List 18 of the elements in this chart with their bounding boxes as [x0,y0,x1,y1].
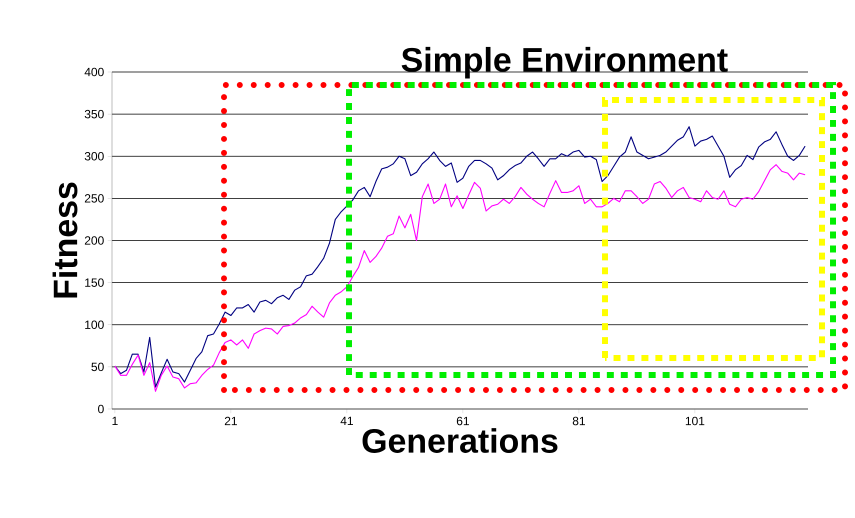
y-tick-label: 300 [84,152,104,160]
y-tick-label: 350 [84,110,104,118]
y-tick-label: 400 [84,68,104,76]
y-tick-label: 200 [84,236,104,245]
y-tick-label: 50 [91,362,104,372]
y-tick-label: 0 [98,404,104,414]
x-tick-label: 101 [686,416,704,426]
x-tick-label: 21 [224,416,237,426]
y-tick-label: 250 [84,194,104,203]
x-tick-label: 61 [456,416,469,426]
x-tick-label: 81 [572,416,585,426]
y-tick-label: 100 [85,320,104,329]
y-tick-label: 150 [85,278,104,287]
chart-title: Simple Environment [402,46,728,78]
x-axis-title: Generations [362,428,558,453]
x-tick-label: 41 [340,416,353,425]
x-tick-label: 1 [112,416,118,425]
y-axis-title: Fitness [52,182,78,298]
